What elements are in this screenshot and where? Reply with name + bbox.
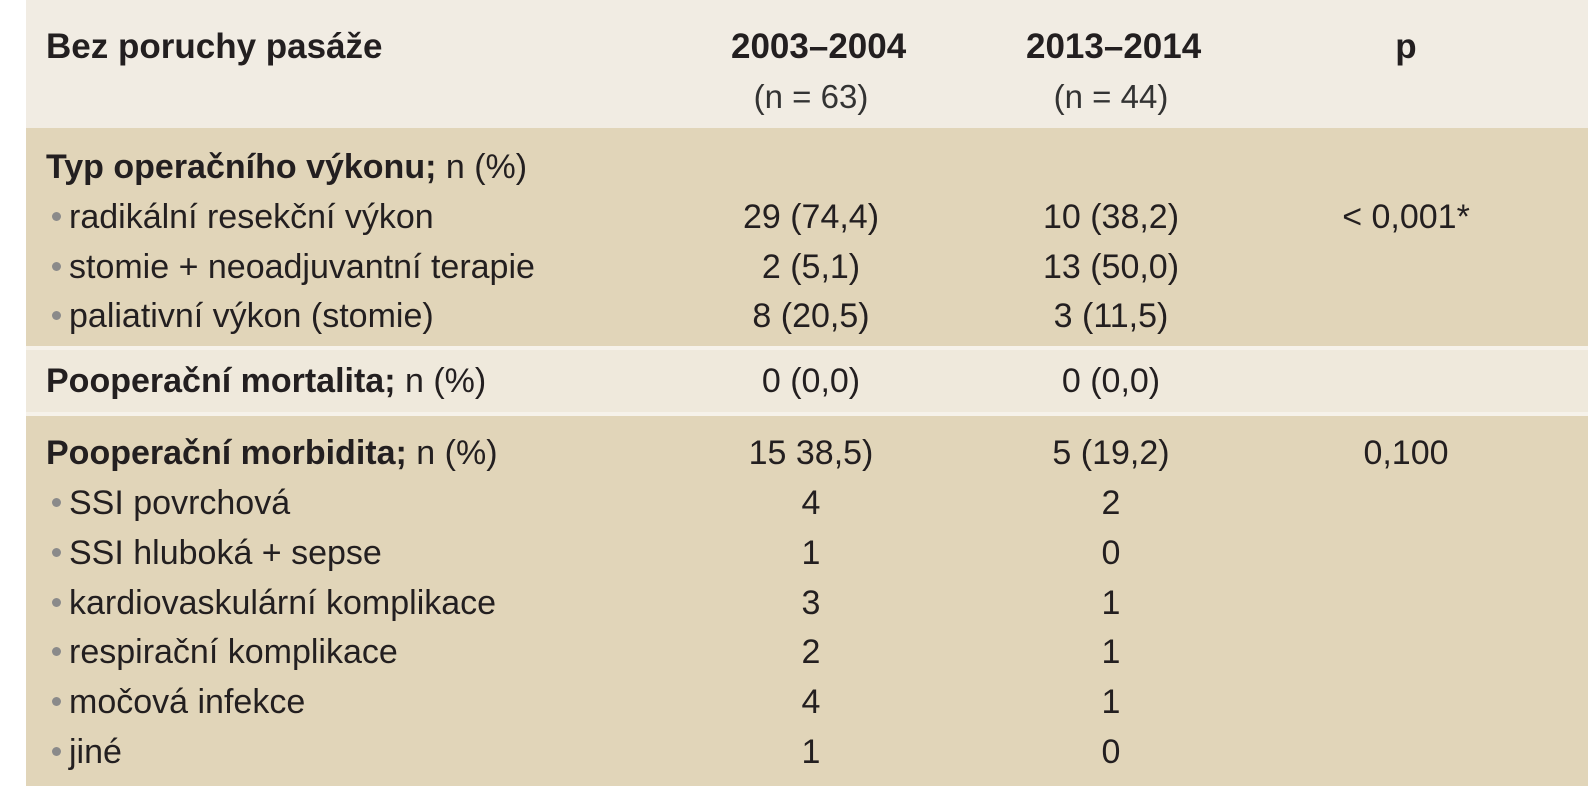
table-row-label: SSI hluboká + sepse bbox=[46, 528, 382, 578]
table-cell: 0 (0,0) bbox=[1061, 362, 1161, 400]
table-cell: 15 38,5) bbox=[748, 434, 874, 472]
header-col1: Bez poruchy pasáže bbox=[46, 27, 383, 66]
table-cell: 10 (38,2) bbox=[1042, 198, 1180, 236]
table-header: Bez poruchy pasáže 2003–2004 (n = 63) 20… bbox=[26, 0, 1588, 128]
bullet-icon bbox=[52, 597, 61, 607]
table-cell: 4 bbox=[801, 484, 821, 522]
section-title: Pooperační morbidita; n (%) bbox=[46, 434, 498, 472]
section-title: Typ operačního výkonu; n (%) bbox=[46, 148, 528, 186]
table-cell: 3 (11,5) bbox=[1053, 297, 1169, 335]
header-col2-sub: (n = 63) bbox=[753, 78, 869, 115]
bullet-icon bbox=[52, 261, 61, 271]
table-cell: 1 bbox=[801, 733, 821, 771]
table-cell: 2 (5,1) bbox=[761, 248, 861, 286]
header-col3: 2013–2014 bbox=[1026, 27, 1202, 66]
bullet-icon bbox=[52, 746, 61, 756]
section-mortality: Pooperační mortalita; n (%) 0 (0,0) 0 (0… bbox=[26, 350, 1588, 412]
table-row-label: SSI povrchová bbox=[46, 478, 290, 528]
header-col4: p bbox=[1395, 27, 1417, 66]
header-col3-sub: (n = 44) bbox=[1053, 78, 1169, 115]
results-table: Bez poruchy pasáže 2003–2004 (n = 63) 20… bbox=[26, 0, 1588, 786]
section-morbidity: Pooperační morbidita; n (%) 15 38,5) 5 (… bbox=[26, 416, 1588, 786]
bullet-icon bbox=[52, 497, 61, 507]
table-row-label: kardiovaskulární komplikace bbox=[46, 578, 496, 628]
table-cell: 3 bbox=[801, 584, 821, 622]
table-row-label: radikální resekční výkon bbox=[46, 192, 434, 242]
table-cell: 2 bbox=[1101, 484, 1121, 522]
table-cell: 4 bbox=[801, 683, 821, 721]
table-cell: 2 bbox=[801, 633, 821, 671]
table-row-label: respirační komplikace bbox=[46, 627, 398, 677]
table-row-label: močová infekce bbox=[46, 677, 305, 727]
table-cell: 0 (0,0) bbox=[761, 362, 861, 400]
table-cell: 13 (50,0) bbox=[1042, 248, 1180, 286]
table-row-label: stomie + neoadjuvantní terapie bbox=[46, 242, 535, 292]
bullet-icon bbox=[52, 646, 61, 656]
bullet-icon bbox=[52, 211, 61, 221]
table-cell: 0 bbox=[1101, 534, 1121, 572]
table-row-label: jiné bbox=[46, 727, 122, 777]
bullet-icon bbox=[52, 310, 61, 320]
divider bbox=[26, 412, 1588, 416]
bullet-icon bbox=[52, 547, 61, 557]
table-cell: 29 (74,4) bbox=[742, 198, 880, 236]
header-col2: 2003–2004 bbox=[731, 27, 907, 66]
table-cell: 1 bbox=[801, 534, 821, 572]
table-cell: 5 (19,2) bbox=[1052, 434, 1170, 472]
table-cell: 1 bbox=[1101, 633, 1121, 671]
table-cell-p: 0,100 bbox=[1363, 434, 1449, 472]
table-cell: 1 bbox=[1101, 584, 1121, 622]
section-operation-type: Typ operačního výkonu; n (%) radikální r… bbox=[26, 128, 1588, 346]
table-row-label: paliativní výkon (stomie) bbox=[46, 291, 434, 341]
divider bbox=[26, 346, 1588, 350]
table-cell: 0 bbox=[1101, 733, 1121, 771]
table-cell-p: < 0,001* bbox=[1342, 198, 1470, 236]
table-cell: 1 bbox=[1101, 683, 1121, 721]
bullet-icon bbox=[52, 696, 61, 706]
section-title: Pooperační mortalita; n (%) bbox=[46, 362, 487, 400]
table-cell: 8 (20,5) bbox=[752, 297, 870, 335]
